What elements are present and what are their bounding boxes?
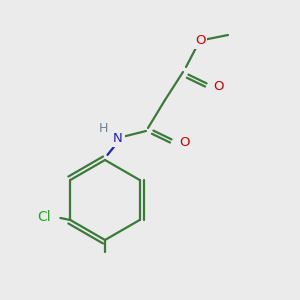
- Text: O: O: [195, 34, 205, 47]
- Text: O: O: [214, 80, 224, 94]
- Text: Cl: Cl: [38, 210, 51, 224]
- Text: H: H: [98, 122, 108, 134]
- Text: O: O: [179, 136, 189, 149]
- Text: N: N: [113, 133, 123, 146]
